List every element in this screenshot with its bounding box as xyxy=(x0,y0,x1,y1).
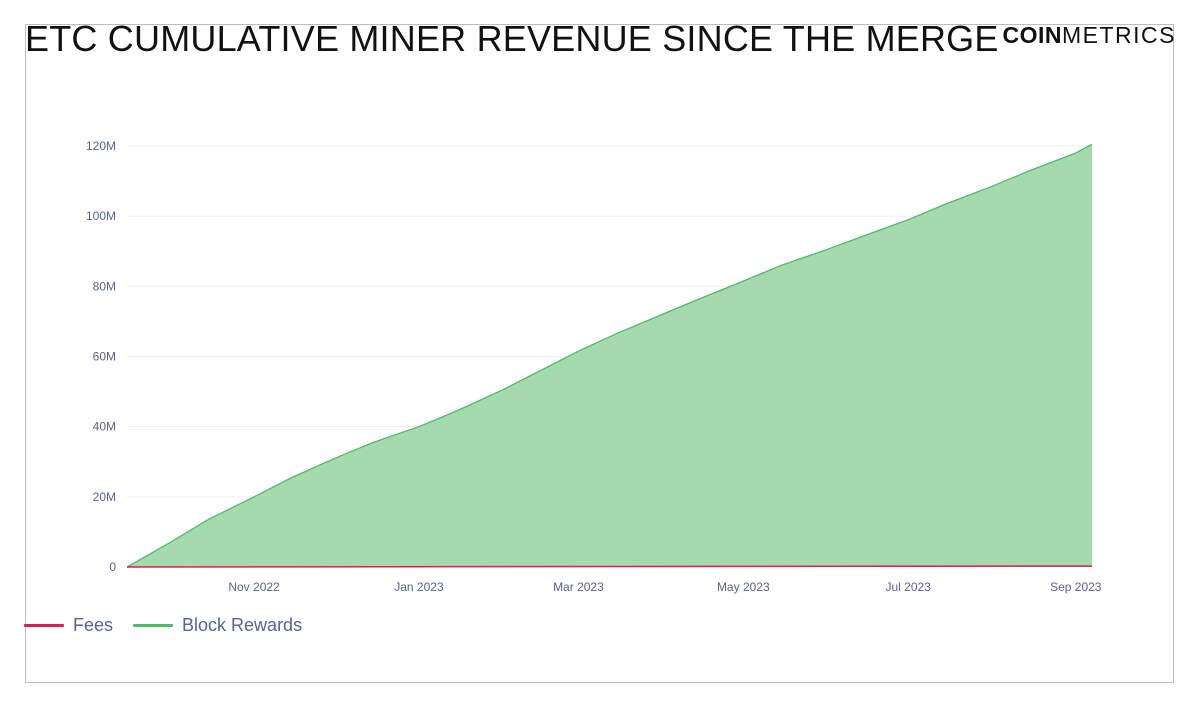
fees-line xyxy=(126,565,1093,568)
y-tick-label: 0 xyxy=(109,560,116,574)
chart-title: ETC CUMULATIVE MINER REVENUE SINCE THE M… xyxy=(25,18,999,59)
y-tick-label: 80M xyxy=(93,279,116,293)
legend-swatch-block-rewards xyxy=(133,624,174,627)
y-tick-label: 60M xyxy=(93,350,116,364)
y-tick-label: 40M xyxy=(93,420,116,434)
x-tick-label: Sep 2023 xyxy=(1050,580,1102,594)
x-tick-label: Nov 2022 xyxy=(228,580,280,594)
x-tick-label: Jan 2023 xyxy=(394,580,444,594)
block-rewards-line xyxy=(126,143,1093,568)
legend-label-fees: Fees xyxy=(73,615,114,635)
x-tick-label: Mar 2023 xyxy=(553,580,604,594)
coinmetrics-logo: COINMETRICS xyxy=(1003,22,1177,49)
y-tick-label: 100M xyxy=(86,209,116,223)
y-tick-label: 20M xyxy=(93,490,116,504)
logo-text-bold: COIN xyxy=(1002,22,1062,48)
x-tick-label: Jul 2023 xyxy=(886,580,932,594)
block-rewards-area xyxy=(127,144,1092,567)
y-tick-label: 120M xyxy=(86,139,116,153)
legend: Fees Block Rewards xyxy=(24,615,322,636)
x-tick-label: May 2023 xyxy=(717,580,770,594)
legend-swatch-fees xyxy=(24,624,64,627)
area-layer xyxy=(127,144,1092,567)
line-layer xyxy=(126,143,1093,568)
legend-item-block-rewards[interactable]: Block Rewards xyxy=(133,615,302,636)
legend-label-block-rewards: Block Rewards xyxy=(182,615,303,635)
y-axis-ticks: 0 20M 40M 60M 80M 100M 120M xyxy=(86,139,116,574)
legend-item-fees[interactable]: Fees xyxy=(24,615,113,636)
x-axis-ticks: Nov 2022 Jan 2023 Mar 2023 May 2023 Jul 2023… xyxy=(228,580,1101,594)
logo-text-light: METRICS xyxy=(1062,22,1176,48)
